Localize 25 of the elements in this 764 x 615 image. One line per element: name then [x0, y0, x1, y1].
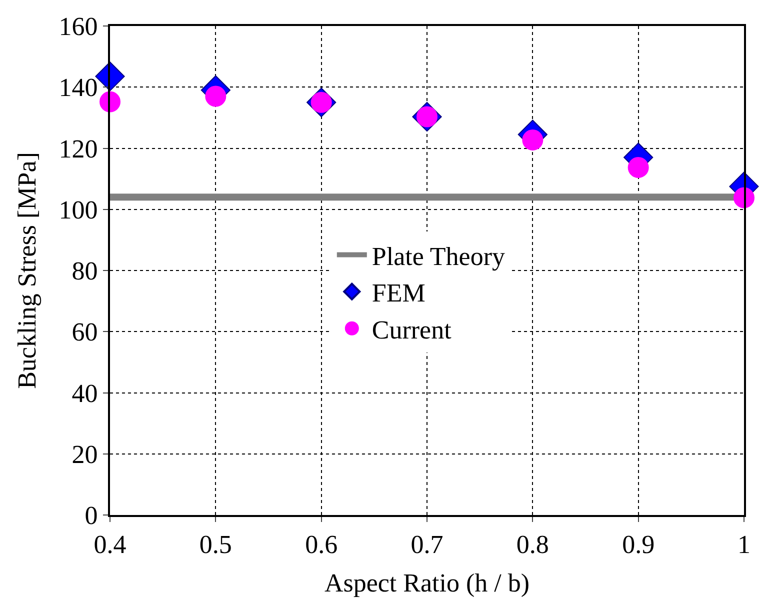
y-tick-label: 0 [84, 501, 98, 530]
y-tick-label: 60 [72, 318, 98, 347]
legend-label: Plate Theory [372, 242, 506, 271]
x-tick-label: 0.6 [305, 530, 338, 560]
y-tick-label: 20 [72, 440, 98, 469]
y-tick-label: 160 [58, 12, 98, 42]
x-tick-label: 0.4 [94, 530, 126, 560]
x-tick-label: 0.5 [199, 530, 232, 560]
x-tick-label: 0.9 [622, 530, 655, 560]
point [95, 62, 125, 92]
x-tick-label: 0.7 [410, 530, 444, 560]
legend-label: FEM [372, 278, 426, 308]
legend-label: Current [372, 316, 452, 345]
y-tick-label: 100 [58, 195, 98, 224]
y-axis-title: Buckling Stress [MPa] [12, 152, 42, 389]
x-tick-label: 0.8 [516, 530, 549, 560]
y-tick-label: 40 [72, 378, 98, 408]
x-tick-label: 1 [738, 530, 750, 560]
point [628, 157, 649, 178]
point [522, 130, 544, 150]
x-axis-title: Aspect Ratio (h / b) [324, 568, 530, 598]
y-tick-label: 80 [72, 256, 98, 286]
point [205, 86, 226, 107]
y-tick-label: 120 [58, 134, 98, 164]
y-tick-label: 140 [58, 73, 98, 102]
